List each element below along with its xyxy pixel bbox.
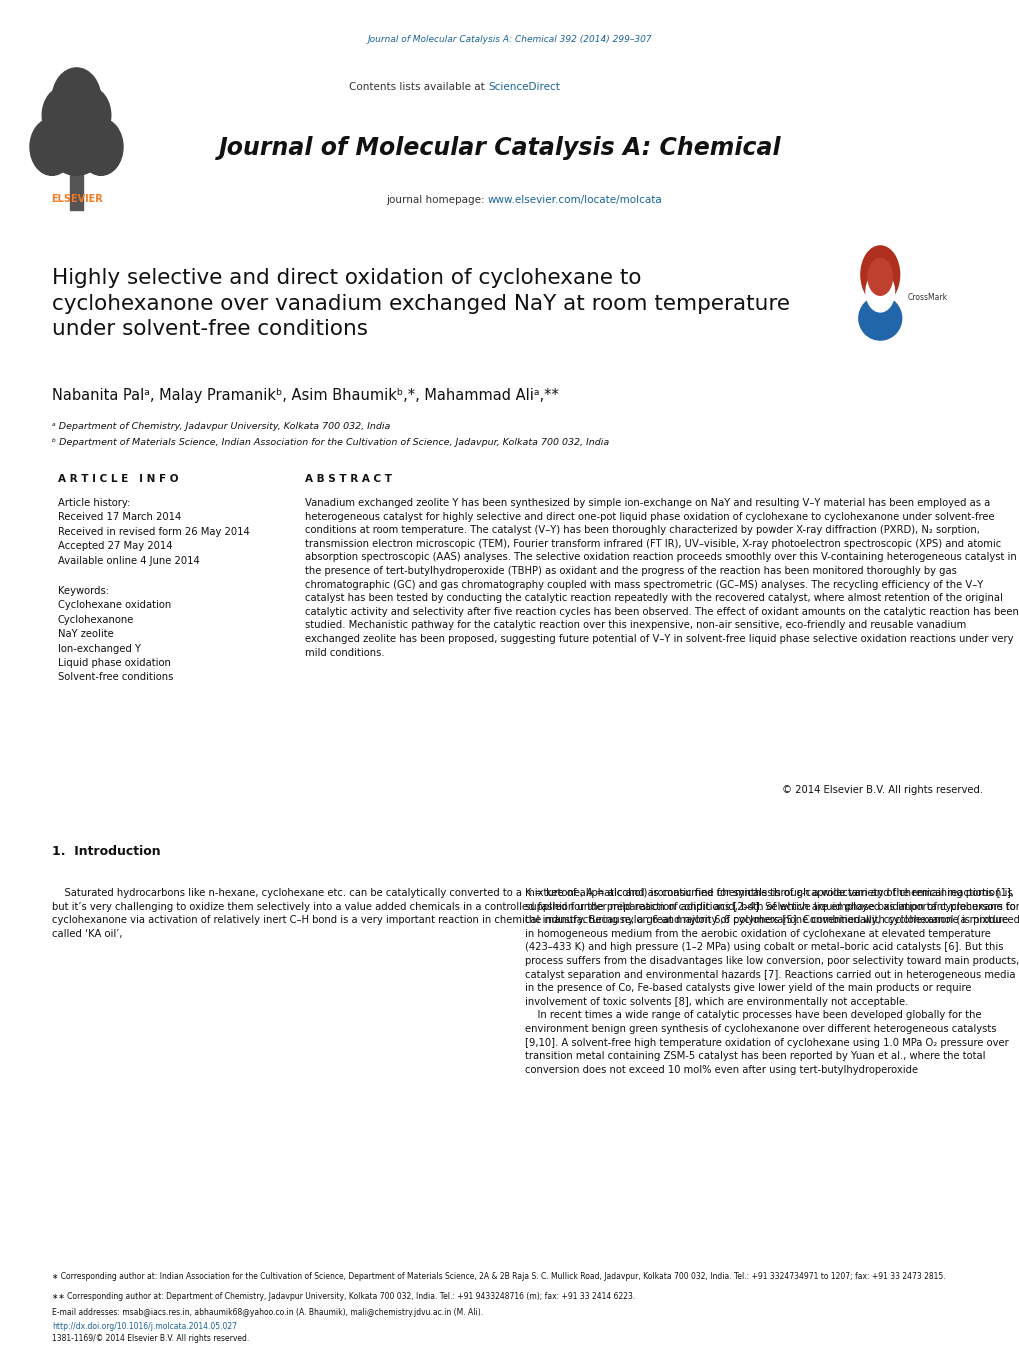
Text: Saturated hydrocarbons like n-hexane, cyclohexane etc. can be catalytically conv: Saturated hydrocarbons like n-hexane, cy… [52, 888, 1015, 939]
Text: CrossMark: CrossMark [907, 293, 947, 303]
Text: Vanadium exchanged zeolite Y has been synthesized by simple ion-exchange on NaY : Vanadium exchanged zeolite Y has been sy… [305, 499, 1018, 658]
Text: Article history:
Received 17 March 2014
Received in revised form 26 May 2014
Acc: Article history: Received 17 March 2014 … [58, 499, 250, 566]
Text: http://dx.doi.org/10.1016/j.molcata.2014.05.027: http://dx.doi.org/10.1016/j.molcata.2014… [52, 1323, 236, 1331]
Text: Nabanita Palᵃ, Malay Pramanikᵇ, Asim Bhaumikᵇ,*, Mahammad Aliᵃ,**: Nabanita Palᵃ, Malay Pramanikᵇ, Asim Bha… [52, 388, 558, 403]
Text: Journal of Molecular Catalysis A: Chemical: Journal of Molecular Catalysis A: Chemic… [218, 136, 781, 159]
Text: ELSEVIER: ELSEVIER [51, 195, 102, 204]
Text: © 2014 Elsevier B.V. All rights reserved.: © 2014 Elsevier B.V. All rights reserved… [782, 785, 982, 794]
Text: A B S T R A C T: A B S T R A C T [305, 474, 391, 484]
Text: Molecular: Molecular [936, 105, 961, 109]
Text: K = ketone, A = alcohol) is consumed for synthesis of ε-caprolactam and the rema: K = ketone, A = alcohol) is consumed for… [525, 888, 1019, 1075]
Text: Journal of: Journal of [937, 89, 960, 95]
Circle shape [30, 119, 74, 176]
Text: 1381-1169/© 2014 Elsevier B.V. All rights reserved.: 1381-1169/© 2014 Elsevier B.V. All right… [52, 1333, 249, 1343]
Circle shape [42, 86, 87, 143]
Circle shape [52, 68, 101, 131]
Text: CATALYSIS: CATALYSIS [920, 122, 977, 131]
Text: A: Chemical: A: Chemical [932, 143, 965, 147]
Text: ᵃ Department of Chemistry, Jadavpur University, Kolkata 700 032, India: ᵃ Department of Chemistry, Jadavpur Univ… [52, 422, 390, 431]
Text: ScienceDirect: ScienceDirect [487, 82, 559, 92]
Text: Contents lists available at: Contents lists available at [348, 82, 487, 92]
Text: Highly selective and direct oxidation of cyclohexane to
cyclohexanone over vanad: Highly selective and direct oxidation of… [52, 267, 790, 339]
Ellipse shape [867, 258, 892, 296]
Circle shape [78, 119, 123, 176]
Text: Journal of Molecular Catalysis A: Chemical 392 (2014) 299–307: Journal of Molecular Catalysis A: Chemic… [367, 35, 652, 45]
Text: journal homepage:: journal homepage: [386, 195, 487, 205]
Text: ∗ Corresponding author at: Indian Association for the Cultivation of Science, De: ∗ Corresponding author at: Indian Associ… [52, 1273, 945, 1281]
Text: ∗∗ Corresponding author at: Department of Chemistry, Jadavpur University, Kolkat: ∗∗ Corresponding author at: Department o… [52, 1292, 635, 1301]
Text: E-mail addresses: msab@iacs.res.in, abhaumik68@yahoo.co.in (A. Bhaumik), mali@ch: E-mail addresses: msab@iacs.res.in, abha… [52, 1308, 483, 1317]
Ellipse shape [858, 296, 901, 340]
Ellipse shape [860, 246, 899, 304]
Bar [70, 170, 83, 211]
Ellipse shape [865, 272, 894, 312]
Text: A R T I C L E   I N F O: A R T I C L E I N F O [58, 474, 178, 484]
Text: ᵇ Department of Materials Science, Indian Association for the Cultivation of Sci: ᵇ Department of Materials Science, India… [52, 438, 608, 447]
Text: Keywords:
Cyclohexane oxidation
Cyclohexanone
NaY zeolite
Ion-exchanged Y
Liquid: Keywords: Cyclohexane oxidation Cyclohex… [58, 586, 173, 682]
Circle shape [42, 86, 111, 176]
Text: www.elsevier.com/locate/molcata: www.elsevier.com/locate/molcata [487, 195, 662, 205]
Circle shape [66, 86, 111, 143]
Text: 1.  Introduction: 1. Introduction [52, 844, 160, 858]
